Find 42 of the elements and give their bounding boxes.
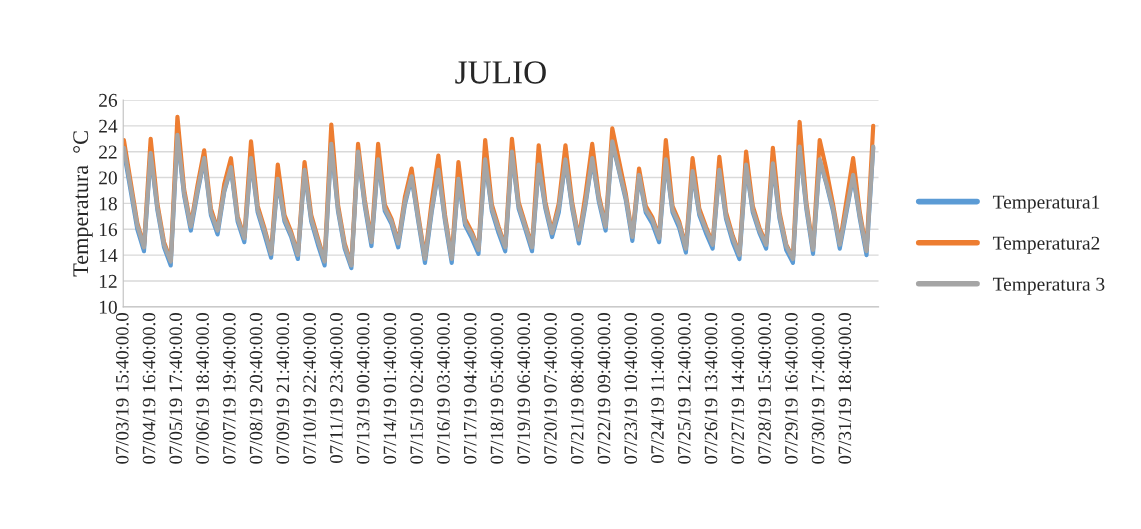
x-tick-label: 07/05/19 17:40:00.0 — [169, 313, 183, 464]
x-tick-label: 07/25/19 12:40:00.0 — [677, 313, 691, 464]
y-tick-label: 24 — [99, 119, 118, 133]
y-tick-label: 18 — [99, 197, 117, 211]
legend-label: Temperatura2 — [992, 236, 1100, 254]
x-tick-label: 07/16/19 03:40:00.0 — [437, 313, 450, 464]
x-tick-label: 07/29/19 16:40:00.0 — [784, 313, 798, 464]
x-tick-label: 07/11/19 23:40:00.0 — [330, 313, 343, 464]
y-tick-label: 14 — [99, 249, 118, 262]
x-tick-label: 07/06/19 18:40:00.0 — [196, 313, 209, 464]
x-tick-label: 07/28/19 15:40:00.0 — [758, 313, 771, 464]
x-tick-label: 07/17/19 04:40:00.0 — [463, 313, 477, 464]
x-tick-label: 07/30/19 17:40:00.0 — [811, 313, 825, 464]
x-tick-label: 07/20/19 07:40:00.0 — [544, 313, 557, 464]
y-tick-label: 20 — [99, 171, 117, 185]
y-axis-title: Temperatura °C — [73, 131, 93, 277]
x-tick-label: 07/22/19 09:40:00.0 — [597, 313, 611, 464]
y-tick-label: 16 — [99, 223, 118, 237]
x-tick-label: 07/21/19 08:40:00.0 — [570, 313, 584, 464]
legend-label: Temperatura1 — [992, 195, 1100, 213]
x-tick-label: 07/27/19 14:40:00.0 — [731, 313, 745, 464]
y-tick-label: 22 — [99, 145, 117, 159]
x-tick-label: 07/18/19 05:40:00.0 — [490, 313, 504, 464]
x-tick-label: 07/07/19 19:40:00.0 — [222, 313, 236, 464]
chart-title: JULIO — [455, 61, 546, 84]
x-tick-label: 07/26/19 13:40:00.0 — [704, 313, 718, 464]
x-tick-label: 07/31/19 18:40:00.0 — [838, 313, 852, 464]
x-tick-label: 07/04/19 16:40:00.0 — [142, 313, 156, 464]
y-tick-label: 10 — [99, 300, 117, 314]
x-tick-label: 07/08/19 20:40:00.0 — [249, 313, 263, 464]
y-tick-label: 12 — [99, 274, 117, 288]
x-tick-label: 07/09/19 21:40:00.0 — [276, 313, 290, 464]
x-tick-label: 07/15/19 02:40:00.0 — [410, 313, 424, 464]
x-tick-label: 07/23/19 10:40:00.0 — [624, 313, 638, 464]
x-tick-label: 07/13/19 00:40:00.0 — [356, 313, 370, 464]
x-tick-label: 07/19/19 06:40:00.0 — [517, 313, 531, 464]
x-tick-label: 07/14/19 01:40:00.0 — [383, 313, 397, 464]
y-tick-label: 26 — [99, 93, 118, 107]
x-tick-label: 07/24/19 11:40:00.0 — [651, 313, 664, 464]
legend-label: Temperatura 3 — [992, 277, 1105, 295]
x-tick-label: 07/10/19 22:40:00.0 — [303, 313, 316, 464]
x-tick-label: 07/03/19 15:40:00.0 — [115, 313, 129, 464]
